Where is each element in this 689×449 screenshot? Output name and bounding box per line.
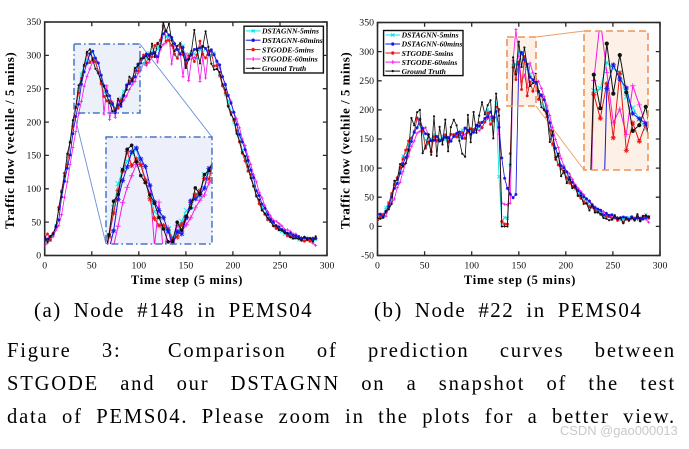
- svg-text:50: 50: [364, 192, 374, 203]
- svg-text:STGODE-60mins: STGODE-60mins: [262, 55, 318, 64]
- svg-text:100: 100: [359, 163, 374, 174]
- svg-text:200: 200: [226, 261, 241, 272]
- svg-text:0: 0: [42, 261, 47, 272]
- svg-text:50: 50: [420, 261, 430, 272]
- svg-text:STGODE-5mins: STGODE-5mins: [262, 45, 314, 54]
- svg-text:150: 150: [359, 134, 374, 145]
- svg-text:200: 200: [359, 105, 374, 116]
- svg-text:150: 150: [26, 151, 41, 162]
- svg-text:Traffic flow (vechile / 5 mins: Traffic flow (vechile / 5 mins): [2, 52, 17, 229]
- svg-text:DSTAGNN-5mins: DSTAGNN-5mins: [401, 31, 459, 40]
- svg-text:100: 100: [464, 261, 479, 272]
- svg-text:-50: -50: [361, 251, 374, 262]
- svg-text:250: 250: [606, 261, 621, 272]
- svg-text:STGODE-60mins: STGODE-60mins: [402, 58, 458, 67]
- svg-text:0: 0: [369, 222, 374, 233]
- svg-text:300: 300: [26, 51, 41, 62]
- svg-text:50: 50: [87, 261, 97, 272]
- svg-text:350: 350: [359, 18, 374, 29]
- svg-text:200: 200: [558, 261, 573, 272]
- svg-text:0: 0: [36, 251, 41, 262]
- svg-text:STGODE-5mins: STGODE-5mins: [402, 49, 454, 58]
- svg-text:0: 0: [375, 261, 380, 272]
- svg-text:300: 300: [653, 261, 668, 272]
- svg-text:50: 50: [31, 217, 41, 228]
- svg-text:300: 300: [359, 47, 374, 58]
- svg-text:200: 200: [26, 117, 41, 128]
- svg-text:150: 150: [179, 261, 194, 272]
- svg-text:100: 100: [131, 261, 146, 272]
- svg-text:Traffic flow (vechile / 5 mins: Traffic flow (vechile / 5 mins): [338, 52, 353, 229]
- svg-text:250: 250: [359, 76, 374, 87]
- svg-text:DSTAGNN-60mins: DSTAGNN-60mins: [261, 36, 323, 45]
- svg-text:250: 250: [26, 84, 41, 95]
- svg-text:Time step (5 mins): Time step (5 mins): [131, 273, 243, 287]
- svg-text:Time step (5 mins): Time step (5 mins): [464, 273, 576, 287]
- svg-text:Ground Truth: Ground Truth: [262, 64, 306, 73]
- svg-text:250: 250: [273, 261, 288, 272]
- svg-text:300: 300: [320, 261, 335, 272]
- svg-text:Ground Truth: Ground Truth: [402, 67, 446, 76]
- svg-text:DSTAGNN-60mins: DSTAGNN-60mins: [401, 40, 463, 49]
- svg-text:100: 100: [26, 184, 41, 195]
- svg-text:DSTAGNN-5mins: DSTAGNN-5mins: [261, 27, 319, 36]
- svg-text:150: 150: [511, 261, 526, 272]
- svg-text:350: 350: [26, 17, 41, 28]
